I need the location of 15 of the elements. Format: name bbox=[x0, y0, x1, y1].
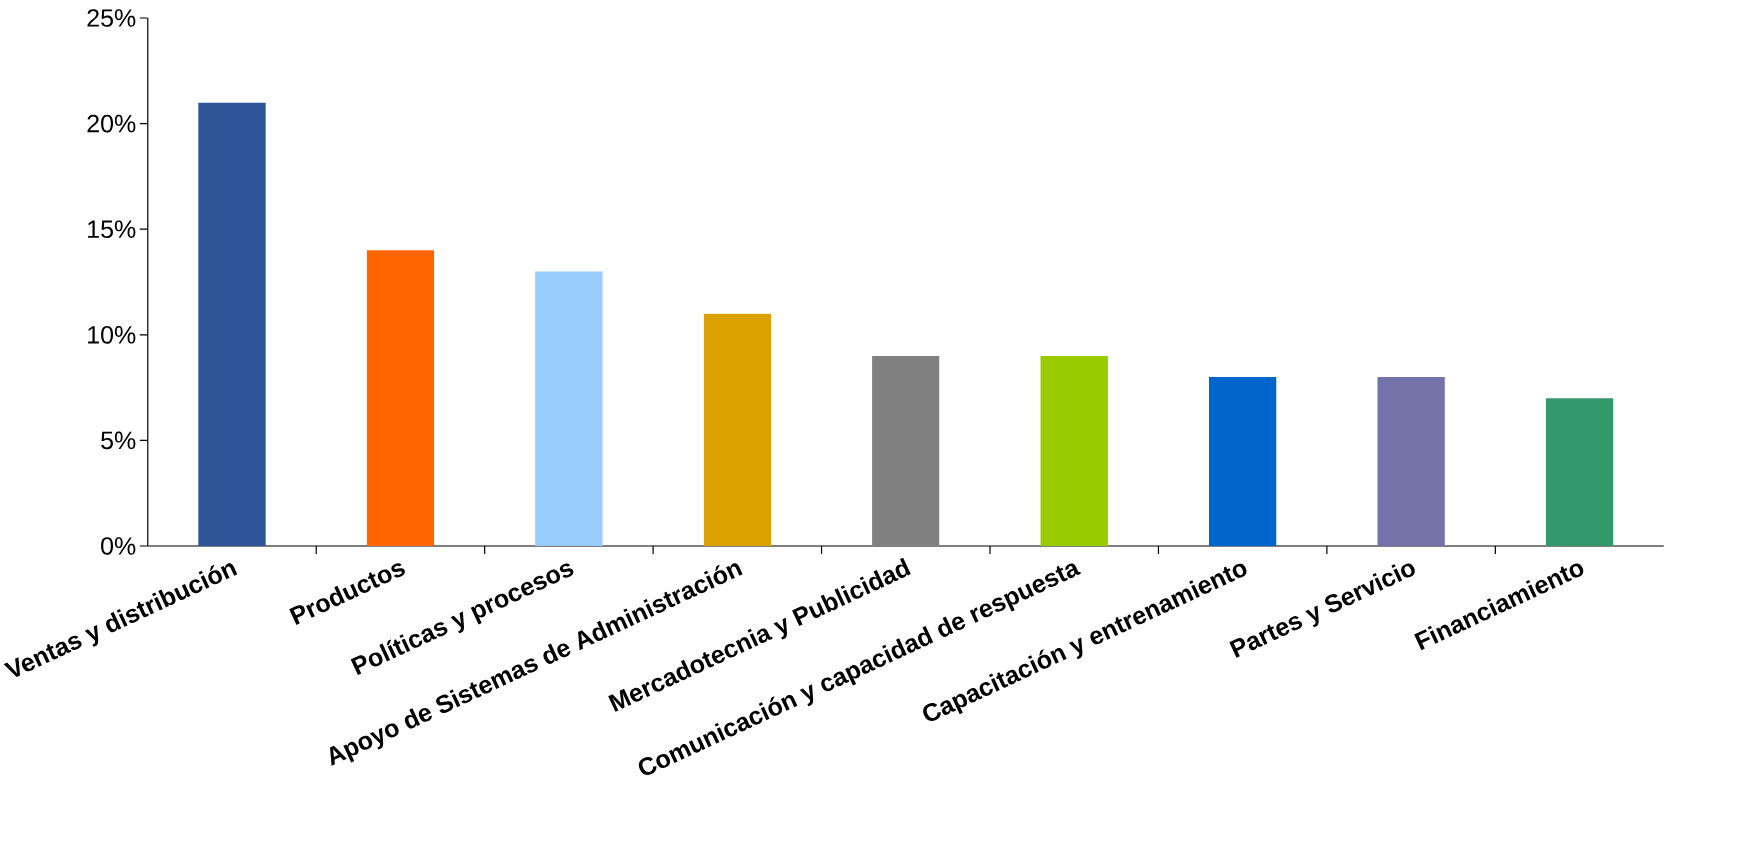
bar bbox=[872, 355, 940, 546]
bar bbox=[535, 271, 603, 546]
y-tick-label: 0% bbox=[101, 537, 136, 555]
y-tick-label: 25% bbox=[87, 9, 136, 27]
bar bbox=[1040, 355, 1108, 546]
bar bbox=[1208, 377, 1277, 546]
y-tick-label: 20% bbox=[87, 114, 136, 133]
bar bbox=[198, 102, 266, 546]
y-tick-label: 5% bbox=[101, 431, 136, 450]
y-tick-label: 10% bbox=[88, 325, 136, 344]
bar bbox=[366, 250, 435, 546]
bar bbox=[1545, 398, 1614, 546]
bar bbox=[703, 313, 772, 546]
bar bbox=[1377, 377, 1445, 546]
y-tick-label: 15% bbox=[88, 220, 136, 238]
